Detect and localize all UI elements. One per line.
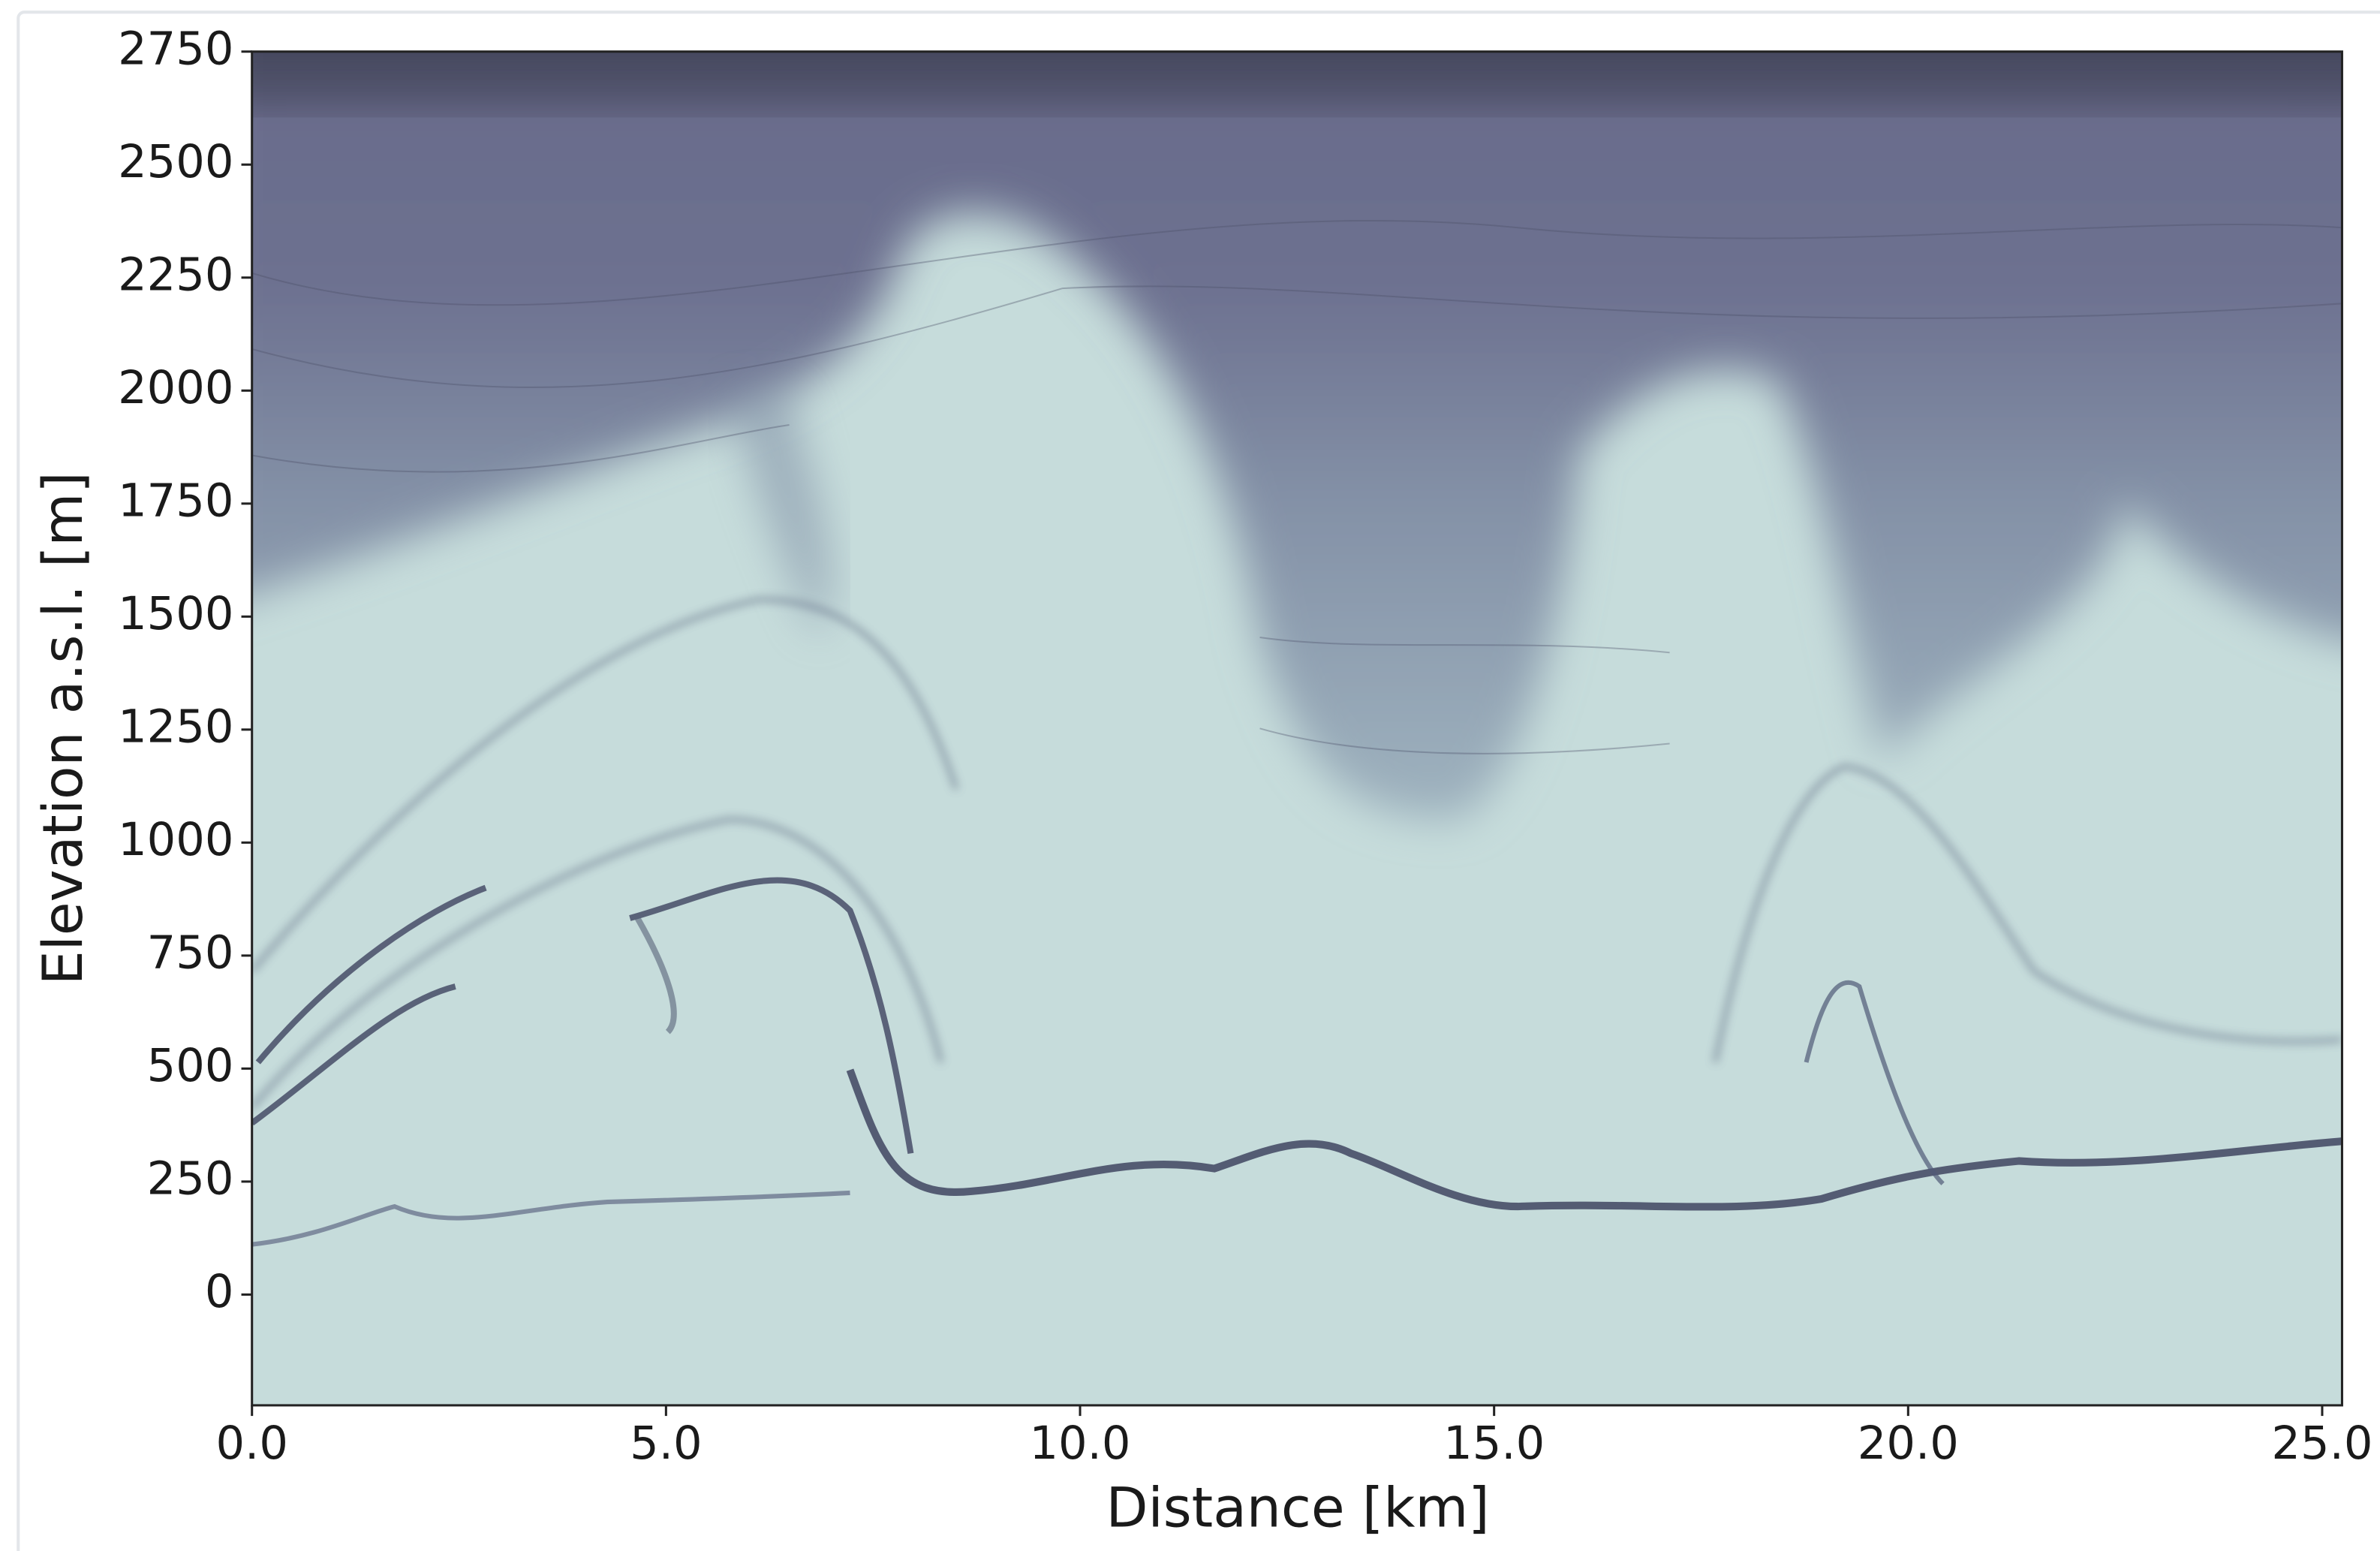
- x-tick-label: 5.0: [630, 1417, 702, 1470]
- y-tick-label: 750: [147, 926, 234, 979]
- y-tick-label: 250: [147, 1153, 234, 1206]
- y-tick-label: 1250: [118, 700, 233, 753]
- radargram-image: [251, 51, 2342, 1405]
- x-tick-label: 20.0: [1858, 1417, 1959, 1470]
- x-axis-label: Distance [km]: [1106, 1477, 1489, 1540]
- y-tick-label: 0: [205, 1266, 234, 1318]
- x-tick-label: 0.0: [215, 1417, 287, 1470]
- x-tick-label: 25.0: [2271, 1417, 2372, 1470]
- y-tick-label: 2750: [118, 23, 233, 75]
- y-tick-label: 1750: [118, 474, 233, 527]
- y-axis-label: Elevation a.s.l. [m]: [32, 471, 95, 985]
- y-tick-label: 1000: [118, 814, 233, 866]
- y-tick-label: 500: [147, 1040, 234, 1092]
- x-tick-label: 10.0: [1029, 1417, 1130, 1470]
- y-tick-label: 2500: [118, 136, 233, 188]
- x-tick-label: 15.0: [1443, 1417, 1545, 1470]
- y-tick-label: 1500: [118, 588, 233, 640]
- y-tick-label: 2000: [118, 362, 233, 414]
- y-tick-label: 2250: [118, 248, 233, 301]
